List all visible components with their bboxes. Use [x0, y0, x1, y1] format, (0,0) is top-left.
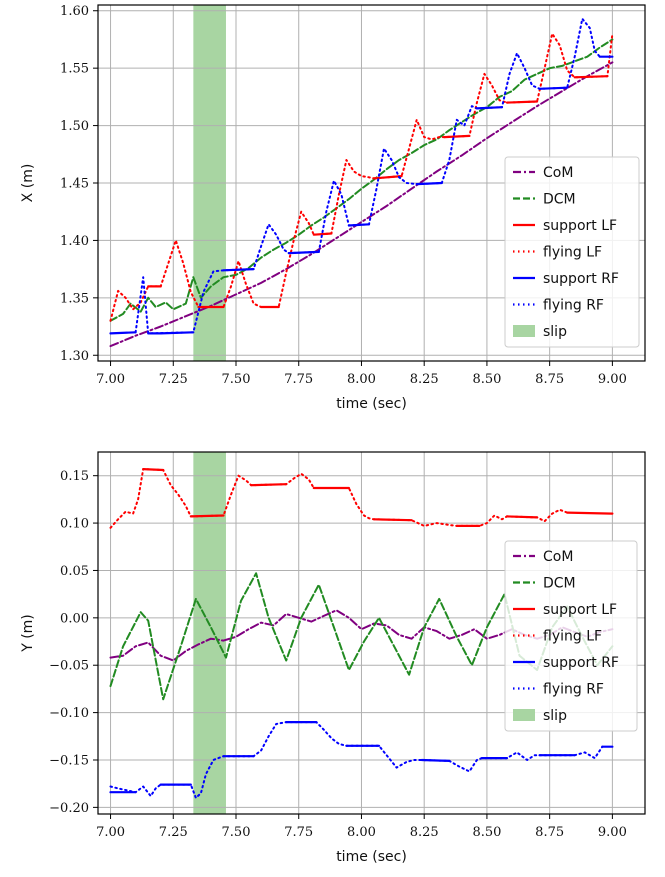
legend: CoM DCM support LF flying LF support RF flyin…	[504, 540, 638, 732]
chart-x-position: 7.00 7.25 7.50 7.75 8.00 8.25 8.50 8.75 9.00 1.30…	[20, 4, 646, 412]
y-tick-label: 1.35	[60, 291, 89, 306]
legend-entry-support-lf-label: support LF	[543, 218, 617, 234]
y-tick-label: 0.15	[60, 469, 89, 484]
x-tick-label: 9.00	[598, 372, 627, 387]
y-tick-label: 1.50	[60, 119, 89, 134]
legend-frame	[504, 540, 638, 732]
legend-entry-support-lf-label: support LF	[543, 602, 617, 618]
x-tick-label: 7.75	[284, 825, 313, 840]
legend-entry-slip-swatch	[513, 325, 535, 337]
legend: CoM DCM support LF flying LF support RF flyin…	[504, 156, 640, 348]
y-tick-label: −0.10	[49, 706, 89, 721]
legend-entry-slip-swatch	[513, 709, 535, 721]
x-tick-label: 7.50	[222, 825, 251, 840]
x-tick-label: 8.25	[410, 825, 439, 840]
x-axis-label: time (sec)	[336, 849, 407, 865]
x-axis-label: time (sec)	[336, 396, 407, 412]
y-tick-label: −0.05	[49, 659, 89, 674]
series-flying-lf	[109, 468, 569, 529]
series-support-rf-segment	[109, 331, 137, 335]
legend-entry-com-label: CoM	[543, 549, 573, 565]
x-tick-label: 7.00	[96, 825, 125, 840]
x-tick-label: 7.50	[222, 372, 251, 387]
legend-entry-flying-lf-label: flying LF	[543, 629, 602, 645]
x-tick-label: 7.75	[284, 372, 313, 387]
y-axis-label: Y (m)	[20, 614, 36, 653]
legend-entry-flying-rf-label: flying RF	[543, 682, 604, 698]
slip-band	[193, 452, 226, 814]
y-tick-label: 0.00	[60, 611, 89, 626]
y-tick-label: 1.40	[60, 234, 89, 249]
y-tick-label: 1.60	[60, 4, 89, 19]
legend-entry-flying-lf-label: flying LF	[543, 245, 602, 261]
x-tick-label: 7.00	[96, 372, 125, 387]
x-tick-label: 7.25	[159, 825, 188, 840]
chart-y-position: 7.00 7.25 7.50 7.75 8.00 8.25 8.50 8.75 9.00 −0.2…	[20, 451, 646, 865]
x-tick-label: 8.75	[535, 825, 564, 840]
y-tick-label: 0.05	[60, 564, 89, 579]
axes-frame	[97, 4, 646, 362]
plot-area	[109, 17, 614, 348]
legend-entry-support-rf-label: support RF	[543, 271, 619, 287]
legend-entry-flying-rf-label: flying RF	[543, 298, 604, 314]
y-tick-label: −0.15	[49, 753, 89, 768]
series-flying-rf	[134, 17, 601, 335]
legend-entry-dcm-label: DCM	[543, 192, 576, 208]
series-flying-rf	[109, 721, 604, 799]
legend-entry-slip-label: slip	[543, 324, 567, 340]
x-tick-label: 8.50	[472, 372, 501, 387]
y-tick-label: −0.20	[49, 801, 89, 816]
legend-entry-dcm-label: DCM	[543, 576, 576, 592]
x-tick-label: 9.00	[598, 825, 627, 840]
legend-entry-com-label: CoM	[543, 165, 573, 181]
x-tick-label: 8.75	[535, 372, 564, 387]
x-tick-label: 8.00	[347, 825, 376, 840]
y-tick-label: 0.10	[60, 517, 89, 532]
legend-entry-support-rf-label: support RF	[543, 655, 619, 671]
series-support-lf-segment	[566, 511, 614, 515]
x-tick-label: 7.25	[159, 372, 188, 387]
legend-frame	[504, 156, 640, 348]
y-tick-label: 1.30	[60, 349, 89, 364]
y-tick-label: 1.55	[60, 62, 89, 77]
series-com	[109, 61, 614, 348]
y-axis-label: X (m)	[20, 164, 36, 203]
legend-entry-slip-label: slip	[543, 708, 567, 724]
axes-frame	[97, 451, 646, 815]
series-support-lf-segment	[505, 100, 539, 104]
x-tick-label: 8.00	[347, 372, 376, 387]
x-tick-label: 8.50	[472, 825, 501, 840]
y-tick-label: 1.45	[60, 177, 89, 192]
series-dcm	[109, 38, 614, 322]
x-tick-label: 8.25	[410, 372, 439, 387]
